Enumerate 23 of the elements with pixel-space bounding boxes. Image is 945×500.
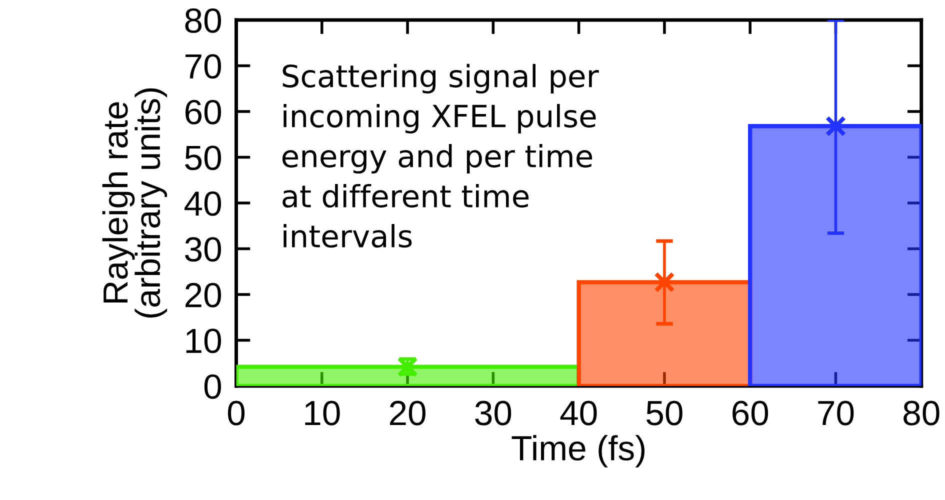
x-axis-title: Time (fs) [512,435,644,468]
x-tick-label: 20 [390,400,426,426]
y-tick-label: 40 [184,191,222,216]
x-tick-label: 70 [818,400,854,426]
x-tick-label: 50 [646,400,682,426]
y-tick-label: 10 [186,328,222,354]
x-tick-label: 10 [305,400,340,426]
point [825,116,846,137]
x-tick-label: 30 [475,400,512,426]
x-tick-label: 0 [228,400,245,426]
point [654,272,675,293]
x-tick-label: 40 [560,400,597,426]
y-tick-label: 70 [186,54,222,79]
y-tick-label: 20 [185,282,222,308]
y-tick-label: 30 [185,237,222,262]
x-tick-label: 60 [732,400,768,426]
y-tick-label: 80 [185,8,222,33]
y-tick-label: 50 [185,146,222,170]
x-tick-label: 80 [904,400,940,426]
annotation: Scattering signal per incoming XFEL pulse energy and per time at different time intervals [282,64,599,248]
y-tick-label: 0 [204,374,222,399]
y-axis-title: Rayleigh rate (arbitrary units) [102,88,168,318]
y-tick-label: 60 [186,100,222,124]
